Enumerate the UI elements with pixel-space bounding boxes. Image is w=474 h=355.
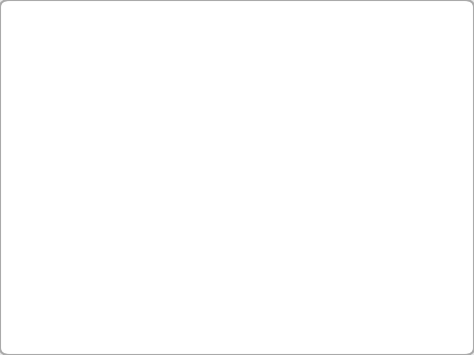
Text: Abbreviations: LAF, left anterior fascicular; LPF, left posterior fascicular; LV: Abbreviations: LAF, left anterior fascic… bbox=[80, 260, 474, 285]
Text: Outflow tract VT: RVOT-VT, LVOT-VT, aortic cusp VT: Outflow tract VT: RVOT-VT, LVOT-VT, aort… bbox=[92, 118, 410, 131]
Text: Fascicular VT: LAF-VT, LPF-VT, septal VT: Fascicular VT: LAF-VT, LPF-VT, septal VT bbox=[92, 149, 340, 163]
Text: Annular VT: mitral annular VT, tricuspid annular VT: Annular VT: mitral annular VT, tricuspid… bbox=[92, 212, 411, 225]
Text: Idiopathic monomorphic ventricular tachycardia subtypes: Idiopathic monomorphic ventricular tachy… bbox=[110, 89, 453, 102]
Text: Idiopathic Monomorphic VT: Idiopathic Monomorphic VT bbox=[53, 62, 433, 90]
Text: Adrenergic monomorphic VT: Adrenergic monomorphic VT bbox=[92, 181, 271, 194]
